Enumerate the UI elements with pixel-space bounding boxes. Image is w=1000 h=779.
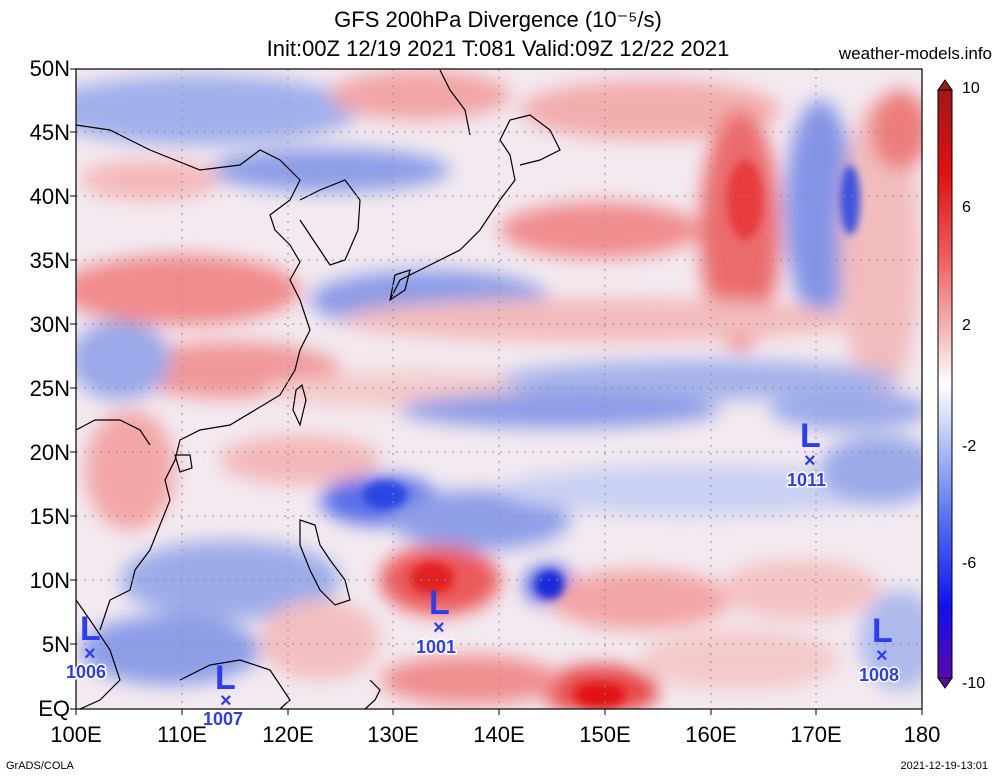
colorbar-label: -10 <box>962 675 986 692</box>
lon-label: 110E <box>157 722 207 747</box>
lat-label: 30N <box>29 312 70 337</box>
low-pressure: 1008 <box>859 665 899 685</box>
lat-label: 40N <box>29 184 70 209</box>
grid-lines <box>76 69 922 709</box>
lat-label: EQ <box>38 696 70 721</box>
map-subtitle: Init:00Z 12/19 2021 T:081 Valid:09Z 12/2… <box>266 36 730 61</box>
lon-label: 140E <box>473 722 525 747</box>
low-center-marker: × <box>433 617 445 639</box>
colorbar-label: 10 <box>962 80 980 97</box>
low-1011: L × 1011 <box>786 417 828 492</box>
lon-label: 120E <box>262 722 314 747</box>
lon-label: 150E <box>579 722 631 747</box>
lat-label: 25N <box>29 376 70 401</box>
low-1006: L × 1006 <box>65 610 108 684</box>
lat-label: 50N <box>29 56 70 81</box>
colorbar-label: -2 <box>962 438 977 455</box>
low-1001: L × 1001 <box>415 584 458 659</box>
site-credit: weather-models.info <box>838 44 992 63</box>
colorbar <box>937 79 953 689</box>
divergence-field <box>76 69 922 709</box>
colorbar-label: -6 <box>962 555 977 572</box>
colorbar-label: 6 <box>962 199 971 216</box>
low-symbol: L <box>429 584 450 622</box>
colorbar-label: 2 <box>962 317 971 334</box>
lon-label: 160E <box>685 722 737 747</box>
low-symbol: L <box>872 612 893 650</box>
low-symbol: L <box>215 659 236 697</box>
lon-label: 100E <box>50 722 102 747</box>
lat-label: 20N <box>29 440 70 465</box>
lat-label: 45N <box>29 120 70 145</box>
lat-label: 15N <box>29 504 70 529</box>
low-center-marker: × <box>84 643 96 665</box>
low-pressure: 1006 <box>66 662 106 682</box>
low-symbol: L <box>80 610 101 648</box>
low-1008: L × 1008 <box>858 612 901 687</box>
lon-label: 130E <box>367 722 419 747</box>
lon-label: 170E <box>790 722 842 747</box>
lat-label: 5N <box>41 632 70 657</box>
low-pressure: 1011 <box>787 470 826 490</box>
footer-credit: GrADS/COLA <box>6 760 74 772</box>
lon-label: 180 <box>903 722 941 747</box>
low-1007: L × 1007 <box>202 659 245 731</box>
low-center-marker: × <box>804 450 816 472</box>
low-center-marker: × <box>220 690 232 712</box>
low-pressure: 1001 <box>416 637 456 657</box>
lat-label: 35N <box>29 248 70 273</box>
axis-ticks <box>70 68 923 715</box>
footer-timestamp: 2021-12-19-13:01 <box>900 760 988 772</box>
low-pressure: 1007 <box>203 709 243 729</box>
low-center-marker: × <box>876 645 888 667</box>
lat-label: 10N <box>29 568 70 593</box>
coastlines <box>76 69 561 709</box>
low-symbol: L <box>800 417 821 455</box>
map-title: GFS 200hPa Divergence (10⁻⁵/s) <box>334 7 662 32</box>
